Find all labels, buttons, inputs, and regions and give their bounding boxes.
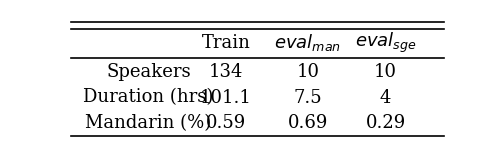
Text: 7.5: 7.5 [293,89,322,107]
Text: Mandarin (%): Mandarin (%) [85,114,211,132]
Text: 0.59: 0.59 [205,114,246,132]
Text: 134: 134 [208,63,243,81]
Text: Train: Train [201,34,250,52]
Text: Duration (hrs): Duration (hrs) [83,89,213,107]
Text: $\mathit{eval}_{sge}$: $\mathit{eval}_{sge}$ [354,31,416,55]
Text: 4: 4 [379,89,391,107]
Text: Speakers: Speakers [106,63,190,81]
Text: 10: 10 [373,63,396,81]
Text: 10: 10 [296,63,319,81]
Text: 0.69: 0.69 [287,114,327,132]
Text: $\mathit{eval}_{man}$: $\mathit{eval}_{man}$ [274,32,341,53]
Text: 0.29: 0.29 [365,114,405,132]
Text: 101.1: 101.1 [200,89,252,107]
